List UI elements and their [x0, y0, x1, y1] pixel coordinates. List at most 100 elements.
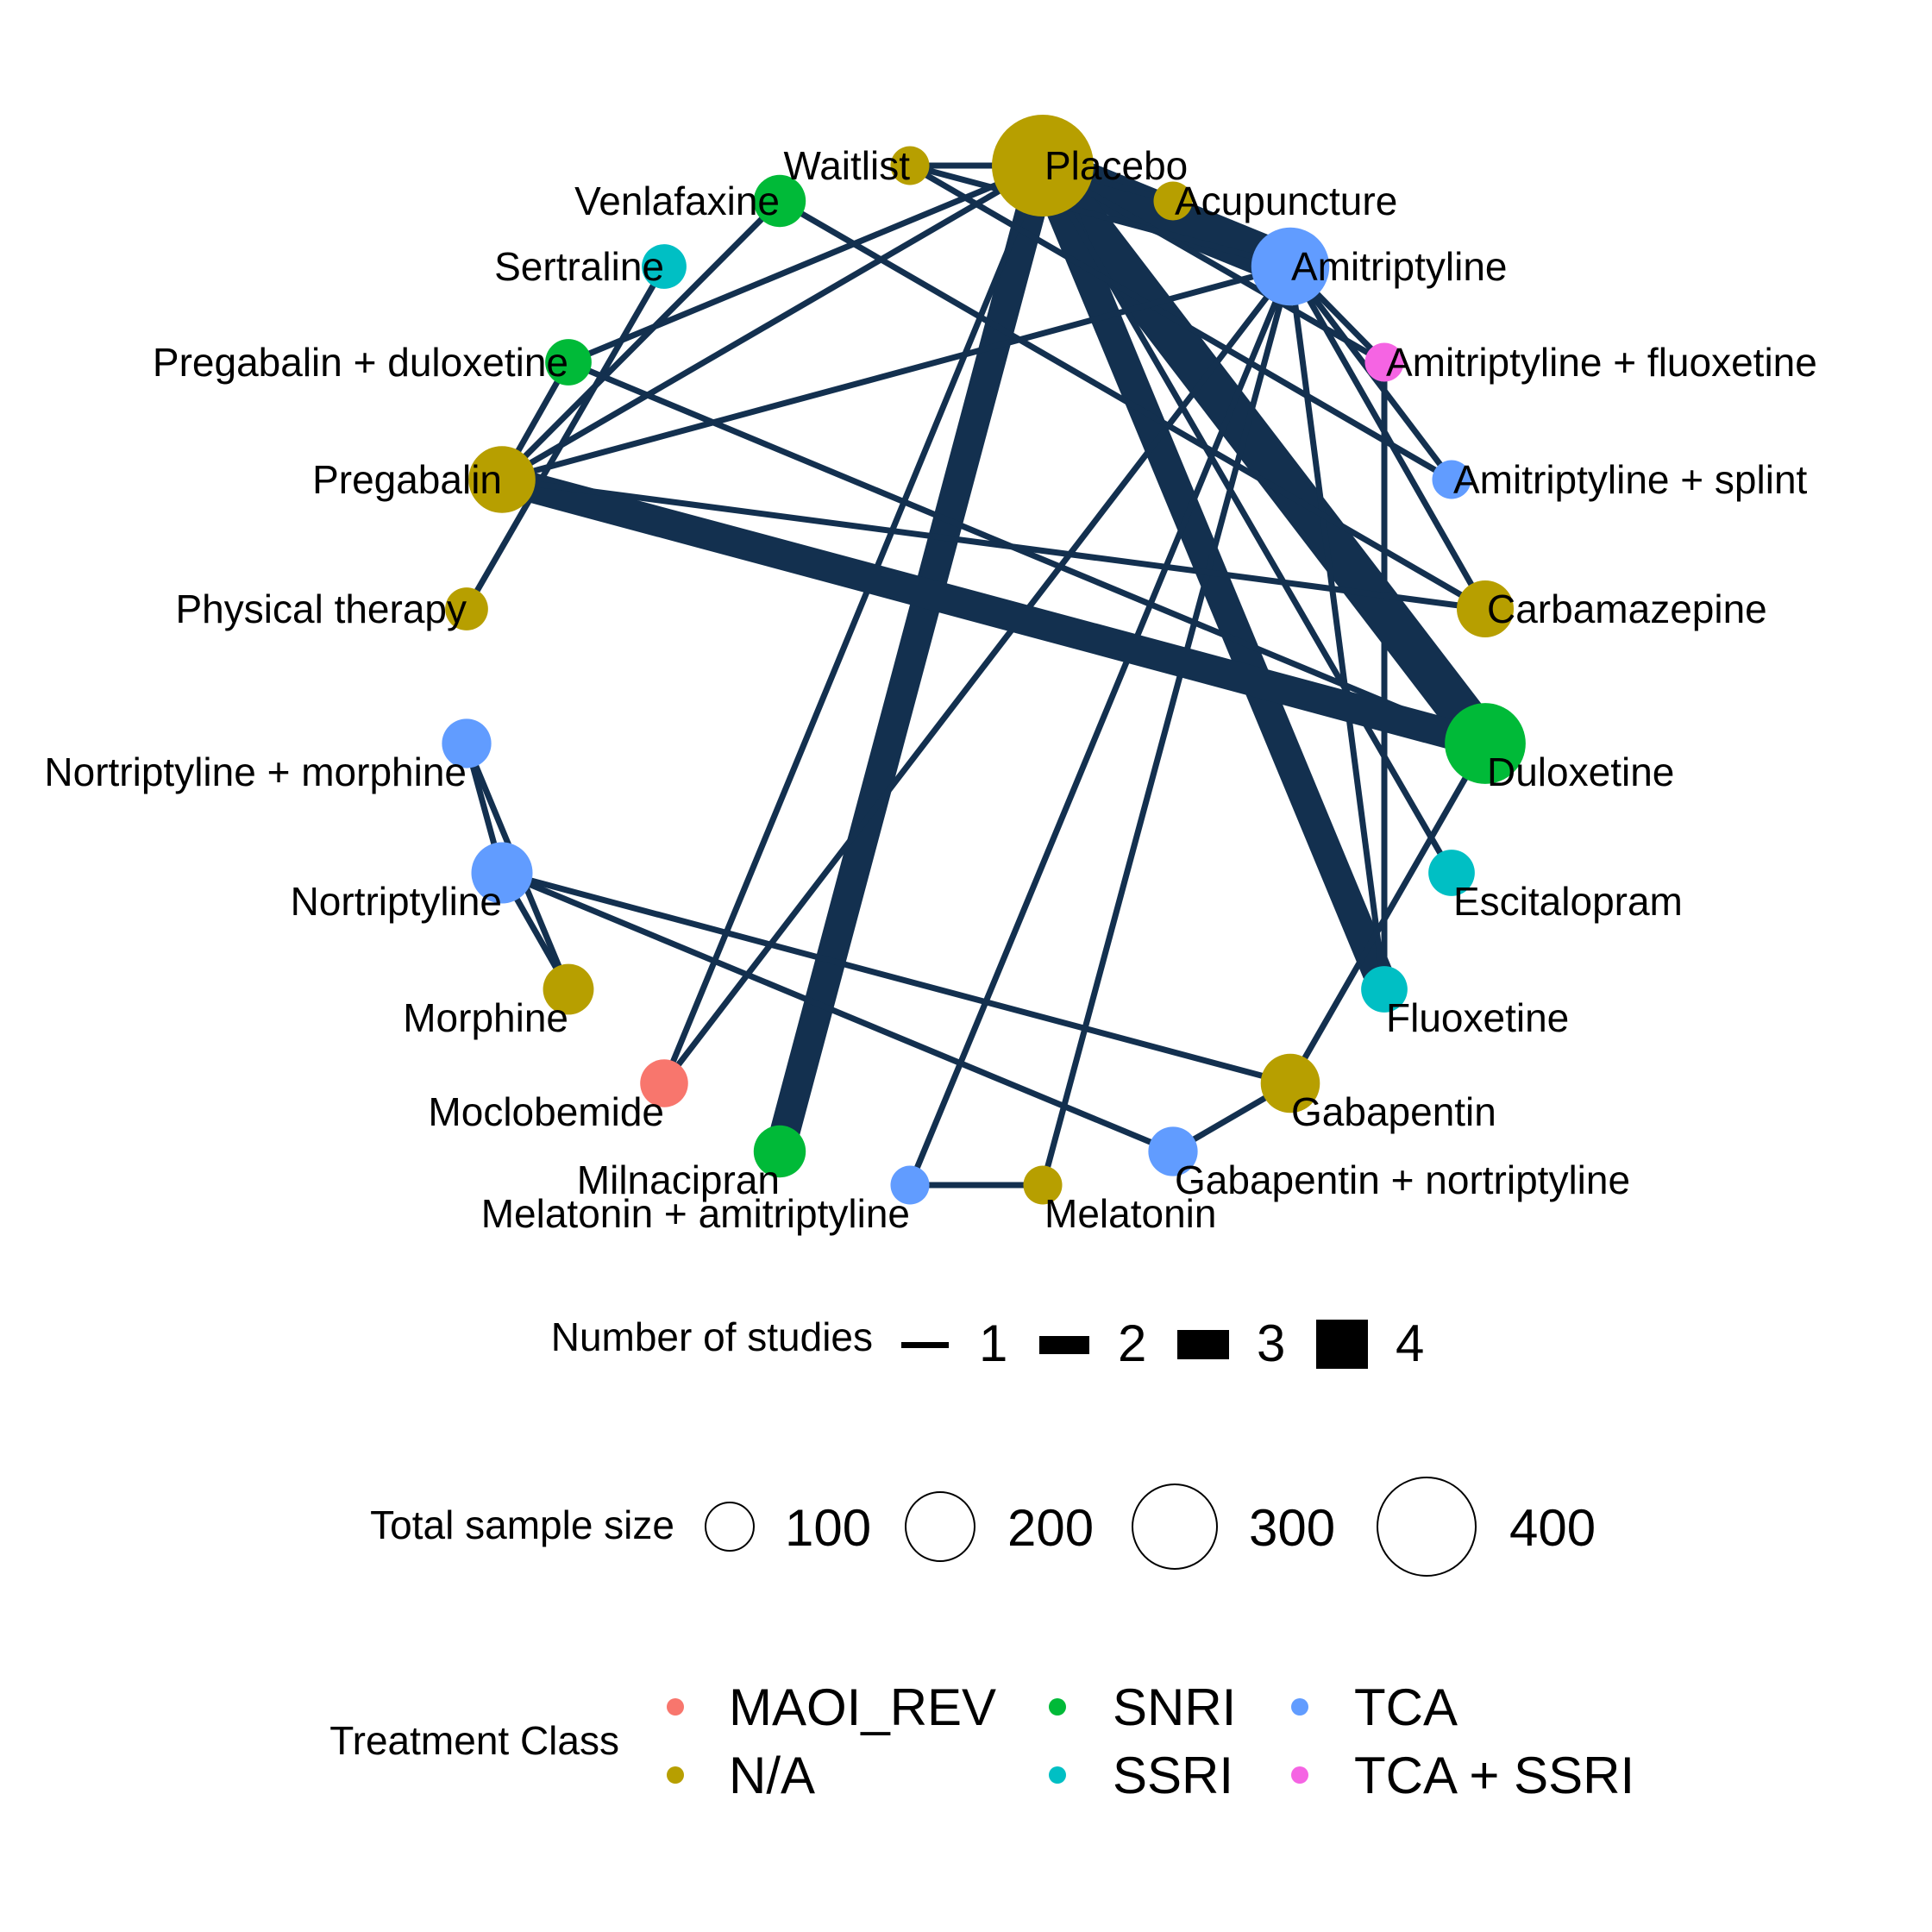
node-label-escitalopram: Escitalopram — [1453, 879, 1683, 924]
node-label-waitlist: Waitlist — [783, 143, 910, 188]
node-label-gabapentin: Gabapentin — [1291, 1089, 1496, 1134]
legend-total-sample-size: Total sample size 100 200 300 400 — [370, 1477, 1596, 1577]
legend-size-circle-400 — [1377, 1477, 1477, 1577]
edge-amitriptyline-mel_ami — [906, 265, 1294, 1187]
node-mel_ami — [890, 1165, 930, 1205]
node-gabapentin — [1260, 1053, 1320, 1113]
edge-duloxetine-gabapentin — [1287, 742, 1489, 1085]
node-label-carbamazepine: Carbamazepine — [1487, 586, 1767, 631]
node-milnacipran — [753, 1125, 806, 1178]
edge-preg_dulox-duloxetine — [567, 359, 1487, 747]
legend-class-label-2: SNRI — [1113, 1678, 1236, 1736]
node-moclobemide — [640, 1059, 688, 1107]
legend-class-dot-5 — [1291, 1766, 1308, 1784]
legend-size-value-300: 300 — [1249, 1499, 1335, 1557]
legend-studies-key-3 — [1177, 1330, 1229, 1359]
legend-class-label-4: TCA — [1354, 1678, 1458, 1736]
legend-studies-key-1 — [901, 1342, 949, 1348]
legend-studies-value-2: 2 — [1118, 1314, 1146, 1372]
node-label-mel_ami: Melatonin + amitriptyline — [481, 1191, 910, 1236]
edge-pregabalin-duloxetine — [498, 465, 1490, 758]
edge-sertraline-physical_therapy — [463, 265, 668, 611]
legend-class-title: Treatment Class — [329, 1718, 619, 1763]
edge-placebo-fluoxetine — [1028, 160, 1399, 995]
node-escitalopram — [1428, 850, 1475, 896]
edge-amitriptyline-pregabalin — [501, 263, 1291, 483]
node-gaba_nortrip — [1148, 1126, 1198, 1176]
legend-studies-key-4 — [1316, 1320, 1368, 1369]
edge-venlafaxine-carbamazepine — [778, 198, 1487, 612]
node-venlafaxine — [753, 174, 806, 228]
node-acupuncture — [1153, 181, 1193, 221]
node-label-morphine: Morphine — [403, 995, 568, 1040]
legend-class-dot-1 — [667, 1766, 684, 1784]
legend-size-circle-200 — [905, 1491, 975, 1562]
node-label-venlafaxine: Venlafaxine — [574, 179, 780, 223]
edge-nortriptyline-gabapentin — [501, 869, 1291, 1087]
legend-class-dot-4 — [1291, 1698, 1308, 1716]
node-melatonin — [1023, 1165, 1063, 1205]
node-label-ami_splint: Amitriptyline + splint — [1453, 457, 1808, 502]
node-amitriptyline — [1251, 227, 1330, 306]
node-label-fluoxetine: Fluoxetine — [1386, 995, 1569, 1040]
node-label-milnacipran: Milnacipran — [577, 1157, 780, 1202]
node-placebo — [992, 115, 1094, 216]
edge-amitriptyline-fluoxetine — [1287, 266, 1388, 990]
edge-amitriptyline-carbamazepine — [1287, 265, 1489, 611]
legend-studies-key-2 — [1039, 1336, 1089, 1354]
node-label-nortriptyline: Nortriptyline — [291, 879, 502, 924]
legend-class-dot-3 — [1049, 1766, 1066, 1784]
node-label-moclobemide: Moclobemide — [428, 1089, 664, 1134]
node-physical_therapy — [445, 587, 488, 630]
legend-class-dot-0 — [667, 1698, 684, 1716]
edge-pregabalin-carbamazepine — [501, 476, 1486, 612]
node-label-acupuncture: Acupuncture — [1175, 179, 1397, 223]
node-label-physical_therapy: Physical therapy — [176, 586, 467, 631]
legend-size-value-100: 100 — [785, 1499, 871, 1557]
legend-number-of-studies: Number of studies 1 2 3 4 — [551, 1314, 1425, 1372]
node-sertraline — [642, 244, 687, 289]
legend-studies-value-4: 4 — [1396, 1314, 1424, 1372]
legend-class-label-5: TCA + SSRI — [1354, 1747, 1634, 1804]
legend-size-title: Total sample size — [370, 1502, 674, 1547]
node-fluoxetine — [1361, 966, 1408, 1013]
node-label-ami_fluox: Amitriptyline + fluoxetine — [1386, 340, 1817, 385]
edge-waitlist-amitriptyline — [909, 162, 1291, 270]
legend-size-circle-300 — [1132, 1484, 1218, 1570]
node-label-preg_dulox: Pregabalin + duloxetine — [153, 340, 568, 385]
legend-treatment-class: Treatment Class MAOI_REV N/A SNRI SSRI TCA TC… — [329, 1678, 1634, 1804]
node-waitlist — [890, 146, 930, 185]
node-label-nortrip_morph: Nortriptyline + morphine — [44, 750, 467, 794]
node-ami_splint — [1432, 460, 1471, 499]
node-duloxetine — [1445, 703, 1526, 784]
legend-class-label-3: SSRI — [1113, 1747, 1233, 1804]
legend-studies-value-3: 3 — [1257, 1314, 1285, 1372]
node-label-melatonin: Melatonin — [1044, 1191, 1216, 1236]
node-label-sertraline: Sertraline — [494, 244, 664, 289]
node-morphine — [543, 963, 594, 1015]
edge-placebo-duloxetine — [1026, 153, 1502, 756]
node-label-gaba_nortrip: Gabapentin + nortriptyline — [1175, 1157, 1630, 1202]
legend-size-value-200: 200 — [1007, 1499, 1094, 1557]
edge-waitlist-ami_splint — [908, 162, 1453, 483]
edge-amitriptyline-melatonin — [1039, 266, 1294, 1186]
labels-layer: Placebo Waitlist Acupuncture Amitriptyline A… — [44, 143, 1816, 1236]
legend-class-label-0: MAOI_REV — [729, 1678, 996, 1736]
node-pregabalin — [468, 446, 536, 513]
node-ami_fluox — [1364, 342, 1404, 382]
legend-studies-title: Number of studies — [551, 1314, 873, 1359]
legend-class-dot-2 — [1049, 1698, 1066, 1716]
node-nortriptyline — [471, 842, 533, 904]
edge-nortriptyline-gaba_nortrip — [500, 869, 1175, 1155]
node-label-pregabalin: Pregabalin — [312, 457, 502, 502]
node-label-duloxetine: Duloxetine — [1487, 750, 1674, 794]
node-carbamazepine — [1456, 580, 1515, 638]
edge-venlafaxine-pregabalin — [499, 198, 782, 482]
edges-layer — [463, 146, 1502, 1189]
node-nortrip_morph — [442, 718, 492, 768]
node-preg_dulox — [545, 339, 592, 386]
legend-size-value-400: 400 — [1509, 1499, 1596, 1557]
nodes-layer — [442, 115, 1526, 1205]
node-label-amitriptyline: Amitriptyline — [1291, 244, 1508, 289]
